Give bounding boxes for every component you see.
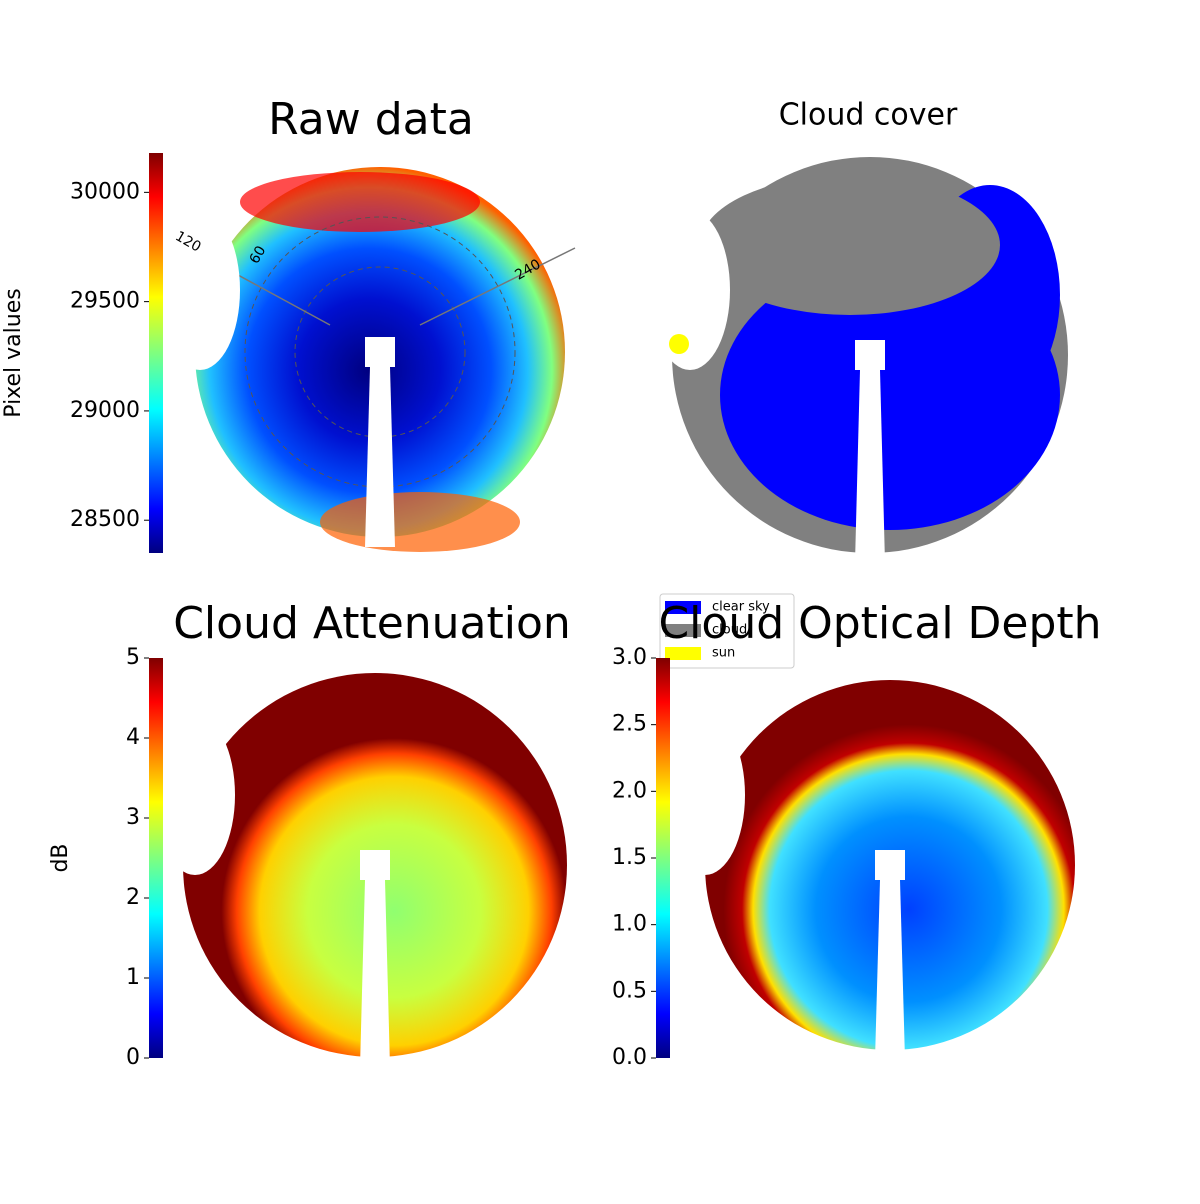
colorbar-label: dB bbox=[48, 843, 73, 872]
colorbar-tick-label: 1.0 bbox=[612, 912, 647, 937]
colorbar bbox=[149, 658, 163, 1058]
panel-title: Raw data bbox=[268, 94, 474, 145]
image-notch bbox=[155, 715, 235, 875]
sky-image bbox=[650, 157, 1068, 563]
panel-title: Cloud cover bbox=[779, 98, 958, 133]
mast-shadow bbox=[875, 880, 905, 1060]
panel-title: Cloud Optical Depth bbox=[658, 598, 1101, 649]
mast-head bbox=[855, 340, 885, 370]
mast-head bbox=[360, 850, 390, 880]
mast-head bbox=[365, 337, 395, 367]
sky-image bbox=[665, 680, 1075, 1060]
sun-marker bbox=[669, 334, 689, 354]
colorbar bbox=[656, 658, 670, 1058]
horizon-band bbox=[240, 172, 480, 232]
colorbar-tick-label: 2.0 bbox=[612, 778, 647, 803]
colorbar bbox=[149, 153, 163, 553]
sky-image bbox=[155, 673, 567, 1067]
colorbar-tick-label: 3.0 bbox=[612, 645, 647, 670]
mast-shadow bbox=[360, 880, 390, 1067]
azimuth-label: 60 bbox=[247, 243, 270, 266]
colorbar-tick-label: 2.5 bbox=[612, 712, 647, 737]
colorbar-tick-label: 0.5 bbox=[612, 978, 647, 1003]
mast-head bbox=[875, 850, 905, 880]
azimuth-line bbox=[419, 247, 576, 326]
legend-swatch bbox=[665, 624, 701, 637]
mast-shadow bbox=[365, 367, 395, 547]
colorbar-tick-label: 29500 bbox=[70, 289, 140, 314]
legend-label: clear sky bbox=[712, 600, 770, 615]
legend-label: sun bbox=[712, 646, 735, 661]
legend-swatch bbox=[665, 601, 701, 614]
elevation-ring bbox=[294, 266, 466, 438]
colorbar-tick-label: 1.5 bbox=[612, 845, 647, 870]
colorbar-tick-label: 0.0 bbox=[612, 1045, 647, 1070]
image-notch bbox=[650, 210, 730, 370]
colorbar-tick-label: 5 bbox=[126, 645, 140, 670]
colorbar-tick-label: 4 bbox=[126, 725, 140, 750]
colorbar-tick-label: 1 bbox=[126, 965, 140, 990]
horizon-band bbox=[320, 492, 520, 552]
colorbar-label: Pixel values bbox=[1, 288, 26, 417]
colorbar-tick-label: 30000 bbox=[70, 179, 140, 204]
colorbar-tick-label: 29000 bbox=[70, 398, 140, 423]
legend-swatch bbox=[665, 647, 701, 660]
panel-title: Cloud Attenuation bbox=[173, 598, 571, 649]
colorbar-tick-label: 2 bbox=[126, 885, 140, 910]
cloud-region bbox=[700, 175, 1000, 315]
sky-image bbox=[160, 167, 576, 552]
legend-label: cloud bbox=[712, 623, 747, 638]
colorbar-tick-label: 3 bbox=[126, 805, 140, 830]
colorbar-tick-label: 0 bbox=[126, 1045, 140, 1070]
image-notch bbox=[160, 210, 240, 370]
mast-shadow bbox=[855, 370, 885, 563]
image-notch bbox=[665, 715, 745, 875]
colorbar-tick-label: 28500 bbox=[70, 507, 140, 532]
